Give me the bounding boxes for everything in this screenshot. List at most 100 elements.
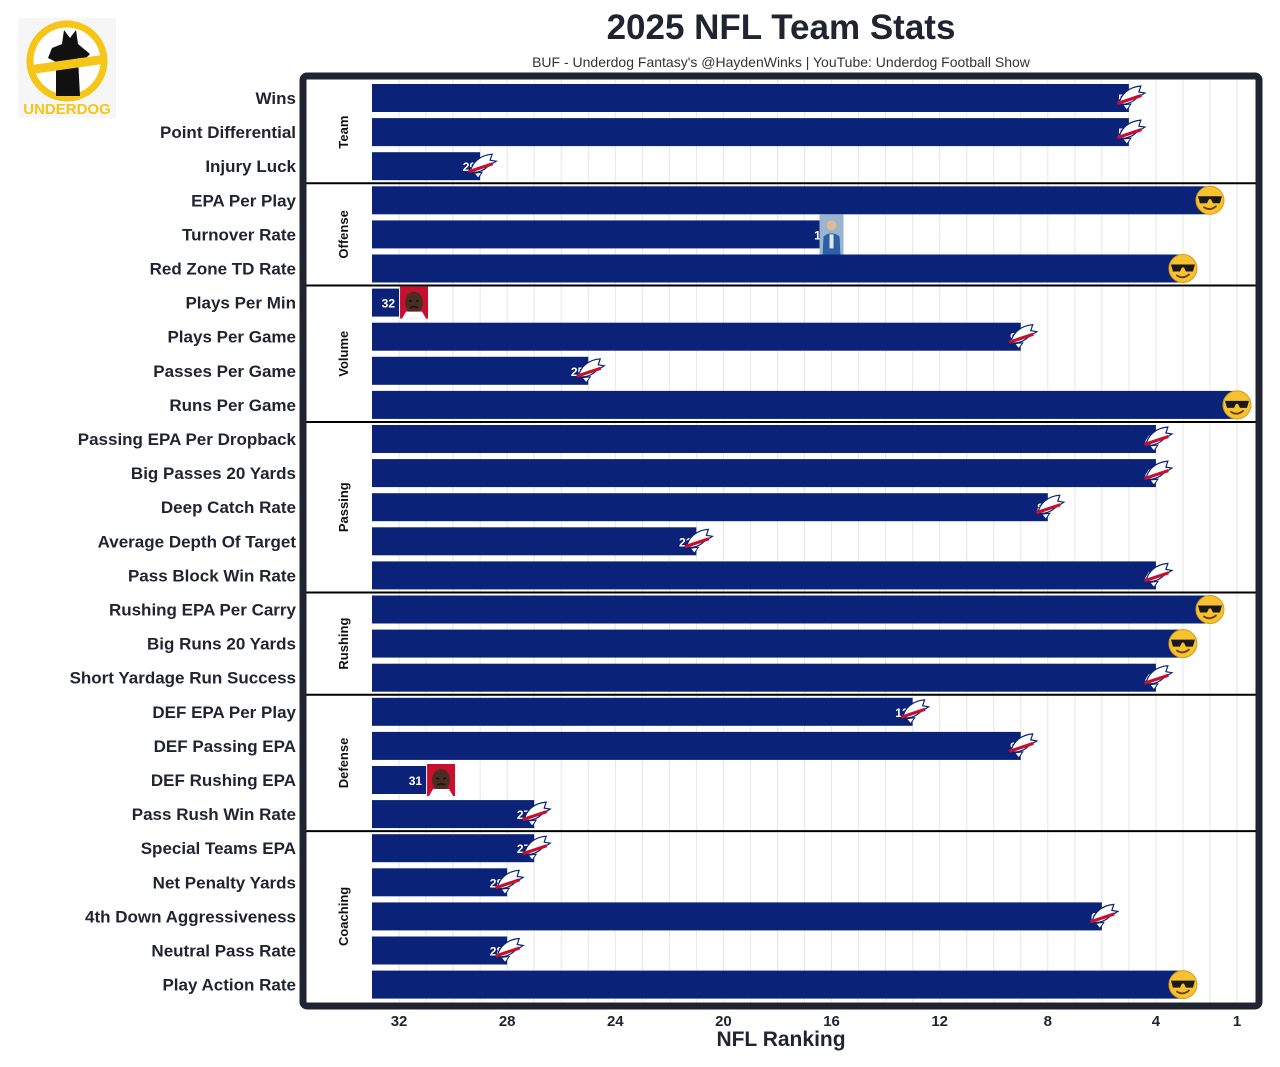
row-label: Turnover Rate (182, 225, 296, 244)
bar (372, 493, 1048, 522)
bills-logo-icon (522, 835, 552, 862)
x-axis-label: NFL Ranking (716, 1028, 846, 1051)
chart-title: 2025 NFL Team Stats (606, 8, 956, 47)
row-label: DEF EPA Per Play (152, 703, 296, 722)
bar (372, 152, 481, 181)
bills-logo-icon (684, 528, 715, 555)
cool-emoji-icon (1168, 970, 1198, 1000)
bar (372, 186, 1210, 215)
bills-logo-icon (1143, 426, 1174, 452)
bills-logo-icon (468, 153, 498, 180)
x-tick-label: 32 (391, 1013, 408, 1030)
row-label: EPA Per Play (191, 191, 296, 210)
bills-logo-icon (1008, 733, 1039, 759)
underdog-logo: UNDERDOG (18, 18, 116, 118)
x-tick-label: 4 (1152, 1013, 1161, 1030)
chart-subtitle: BUF - Underdog Fantasy's @HaydenWinks | … (532, 54, 1030, 70)
crying-face-icon (400, 286, 429, 319)
group-label: Passing (336, 482, 351, 532)
row-label: Pass Rush Win Rate (132, 805, 296, 824)
bills-logo-icon (495, 869, 525, 896)
bar (372, 527, 697, 556)
group-label: Team (336, 116, 351, 149)
bar (372, 936, 508, 965)
bills-logo-icon (1008, 324, 1039, 350)
bills-logo-icon (1116, 85, 1147, 111)
row-label: Passes Per Game (153, 362, 296, 381)
row-label: Passing EPA Per Dropback (78, 430, 297, 449)
bar (372, 322, 1021, 351)
row-label: Plays Per Game (167, 328, 296, 347)
x-tick-label: 1 (1233, 1013, 1241, 1030)
bar (372, 834, 535, 863)
row-label: Rushing EPA Per Carry (109, 601, 297, 620)
bills-logo-icon (1143, 665, 1174, 691)
group-label: Volume (336, 331, 351, 377)
group-label: Coaching (336, 887, 351, 946)
crying-face-icon (427, 764, 456, 796)
bills-logo-icon (1143, 460, 1174, 486)
row-label: Plays Per Min (185, 294, 296, 313)
data-label: 31 (409, 774, 423, 788)
row-label: Special Teams EPA (141, 839, 296, 858)
bills-logo-icon (900, 699, 931, 725)
group-label: Defense (336, 738, 351, 789)
bar (372, 459, 1156, 488)
row-label: Pass Block Win Rate (128, 566, 296, 585)
bills-logo-icon (1035, 494, 1066, 521)
bar (372, 118, 1129, 147)
bar (372, 595, 1210, 624)
bar (372, 629, 1183, 658)
bar (372, 254, 1183, 283)
group-label: Offense (336, 210, 351, 258)
row-label: Red Zone TD Rate (150, 260, 296, 279)
row-label: Neutral Pass Rate (151, 942, 296, 961)
row-label: Point Differential (160, 123, 296, 142)
row-label: DEF Passing EPA (154, 737, 296, 756)
x-tick-label: 8 (1044, 1013, 1052, 1030)
row-label: Short Yardage Run Success (70, 669, 296, 688)
player-photo-icon (819, 214, 844, 257)
x-tick-label: 12 (931, 1013, 948, 1030)
row-label: Big Passes 20 Yards (131, 464, 296, 483)
bar (372, 561, 1156, 590)
bar (372, 220, 832, 249)
row-label: Big Runs 20 Yards (147, 635, 296, 654)
bar (372, 800, 535, 829)
row-label: Play Action Rate (162, 976, 296, 995)
bar (372, 970, 1183, 999)
bar (372, 902, 1102, 931)
bar (372, 288, 400, 317)
bar (372, 356, 589, 385)
cool-emoji-icon (1168, 629, 1198, 659)
logo-wordmark: UNDERDOG (23, 101, 111, 118)
bar (372, 731, 1021, 760)
cool-emoji-icon (1222, 390, 1252, 420)
cool-emoji-icon (1195, 185, 1225, 215)
row-label: Net Penalty Yards (153, 873, 296, 892)
x-tick-label: 28 (499, 1013, 516, 1030)
data-label: 32 (382, 297, 396, 311)
row-label: Average Depth Of Target (98, 532, 297, 551)
row-label: Runs Per Game (169, 396, 296, 415)
bar (372, 390, 1237, 419)
row-label: DEF Rushing EPA (151, 771, 296, 790)
x-tick-label: 20 (715, 1013, 732, 1030)
row-label: Injury Luck (205, 157, 296, 176)
group-label: Rushing (336, 618, 351, 670)
bills-logo-icon (522, 801, 552, 827)
plot-frame (299, 72, 1263, 1010)
row-label: 4th Down Aggressiveness (85, 907, 296, 926)
bar (372, 868, 508, 897)
bar (372, 766, 427, 794)
x-tick-label: 24 (607, 1013, 624, 1030)
bills-logo-icon (1143, 562, 1174, 589)
bills-logo-icon (1116, 119, 1147, 145)
bar (372, 663, 1156, 692)
bar (372, 425, 1156, 453)
bills-logo-icon (495, 937, 525, 964)
cool-emoji-icon (1195, 595, 1225, 624)
x-tick-label: 16 (823, 1013, 840, 1030)
bar (372, 84, 1129, 112)
